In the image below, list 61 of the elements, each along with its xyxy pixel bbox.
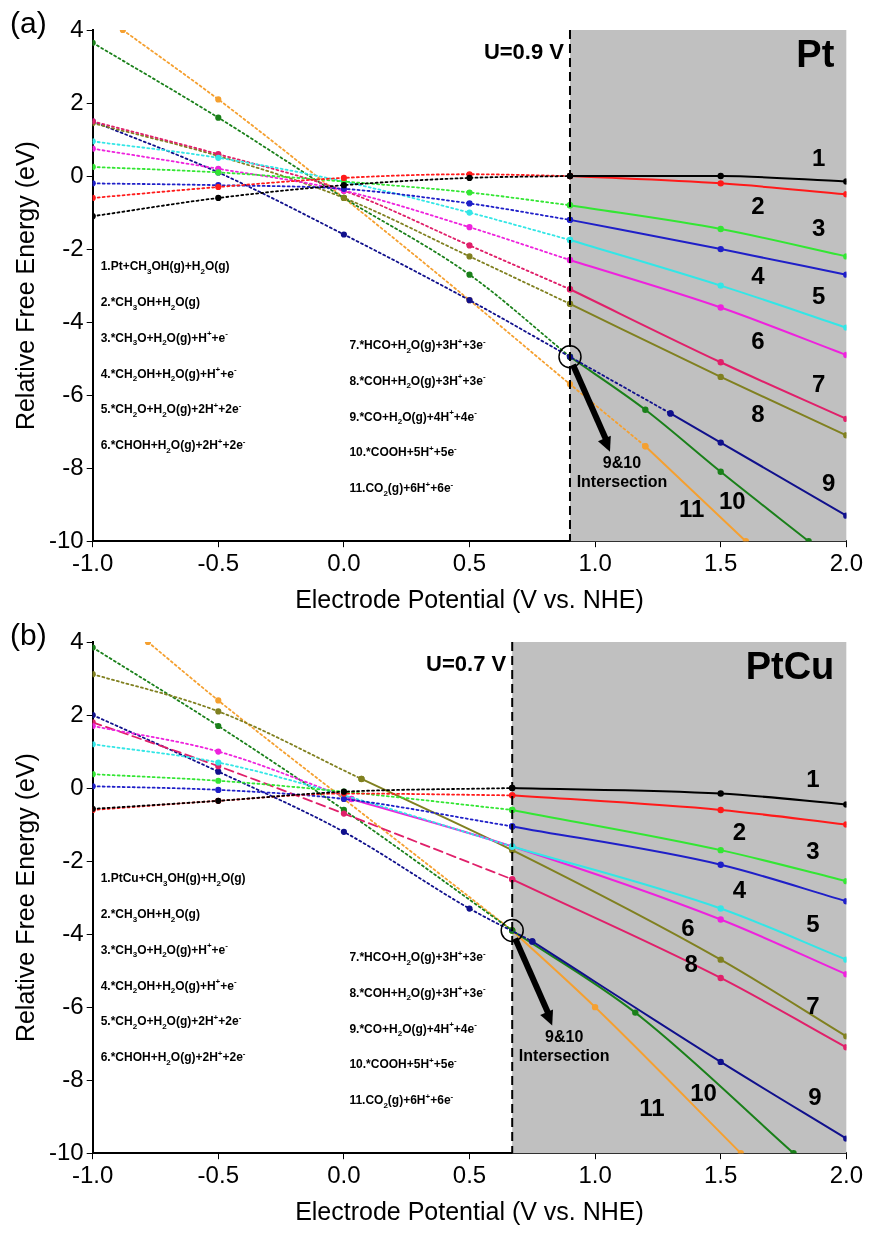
y-tick-label: 2 bbox=[70, 699, 84, 727]
series-label: 7 bbox=[812, 370, 826, 398]
x-tick-label: 0.0 bbox=[327, 549, 361, 577]
series-label: 6 bbox=[751, 327, 765, 355]
series-label: 11 bbox=[639, 1093, 665, 1121]
series-label: 7 bbox=[806, 992, 820, 1020]
y-tick-label: 4 bbox=[70, 626, 84, 654]
y-axis-title: Relative Free Energy (eV) bbox=[10, 753, 39, 1043]
y-tick-label: -8 bbox=[62, 452, 84, 480]
series-label: 3 bbox=[812, 213, 826, 241]
series-label: 3 bbox=[806, 836, 820, 864]
chart-title: (a) bbox=[10, 6, 47, 40]
y-tick-label: 0 bbox=[70, 772, 84, 800]
y-tick-label: -4 bbox=[62, 918, 84, 946]
series-label: 10 bbox=[718, 486, 746, 514]
ref-line-label: U=0.9 V bbox=[483, 39, 565, 65]
x-tick-label: -0.5 bbox=[197, 1161, 239, 1189]
x-tick-label: -0.5 bbox=[197, 549, 239, 577]
series-label: 5 bbox=[806, 909, 820, 937]
ref-line-label: U=0.7 V bbox=[426, 651, 507, 677]
x-tick-label: 2.0 bbox=[829, 549, 864, 577]
series-label: 11 bbox=[679, 495, 705, 523]
annotation: 9&10 Intersection bbox=[518, 1027, 610, 1064]
x-tick-label: 1.5 bbox=[704, 1161, 738, 1189]
x-axis-title: Electrode Potential (V vs. NHE) bbox=[295, 584, 644, 613]
x-tick-label: 0.0 bbox=[327, 1161, 361, 1189]
chart-subtitle: PtCu bbox=[745, 645, 835, 688]
x-tick-label: 1.0 bbox=[578, 1161, 612, 1189]
y-tick-label: -8 bbox=[62, 1064, 84, 1092]
chart-subtitle: Pt bbox=[796, 33, 835, 76]
series-label: 4 bbox=[732, 875, 747, 903]
y-tick-label: 4 bbox=[70, 14, 84, 42]
series-label: 5 bbox=[812, 281, 826, 309]
x-tick-label: 1.0 bbox=[578, 549, 612, 577]
series-label: 4 bbox=[751, 262, 766, 290]
series-label: 10 bbox=[690, 1078, 717, 1106]
y-tick-label: -6 bbox=[62, 379, 84, 407]
x-tick-label: 0.5 bbox=[452, 1161, 487, 1189]
y-tick-label: 0 bbox=[70, 160, 84, 188]
annotation: 10.*COOH+5H++5e- bbox=[349, 443, 458, 460]
y-tick-label: 2 bbox=[70, 87, 84, 115]
series-label: 1 bbox=[806, 765, 820, 793]
y-tick-label: -2 bbox=[62, 233, 84, 261]
annotation: 10.*COOH+5H++5e- bbox=[349, 1055, 458, 1072]
series-label: 9 bbox=[808, 1083, 822, 1111]
y-tick-label: -6 bbox=[62, 991, 84, 1019]
y-tick-label: -4 bbox=[62, 306, 84, 334]
chart-title: (b) bbox=[10, 618, 47, 652]
x-tick-label: 0.5 bbox=[452, 549, 487, 577]
annotation: 9&10 Intersection bbox=[576, 454, 668, 491]
series-label: 6 bbox=[681, 913, 695, 941]
series-label: 8 bbox=[751, 399, 765, 427]
x-tick-label: 1.5 bbox=[704, 549, 738, 577]
series-label: 2 bbox=[732, 817, 747, 845]
y-tick-label: -2 bbox=[62, 845, 84, 873]
x-tick-label: 2.0 bbox=[829, 1161, 864, 1189]
x-axis-title: Electrode Potential (V vs. NHE) bbox=[295, 1196, 644, 1225]
y-axis-title: Relative Free Energy (eV) bbox=[10, 141, 39, 431]
series-label: 2 bbox=[751, 192, 765, 220]
series-label: 1 bbox=[812, 143, 826, 171]
series-label: 9 bbox=[822, 469, 836, 497]
